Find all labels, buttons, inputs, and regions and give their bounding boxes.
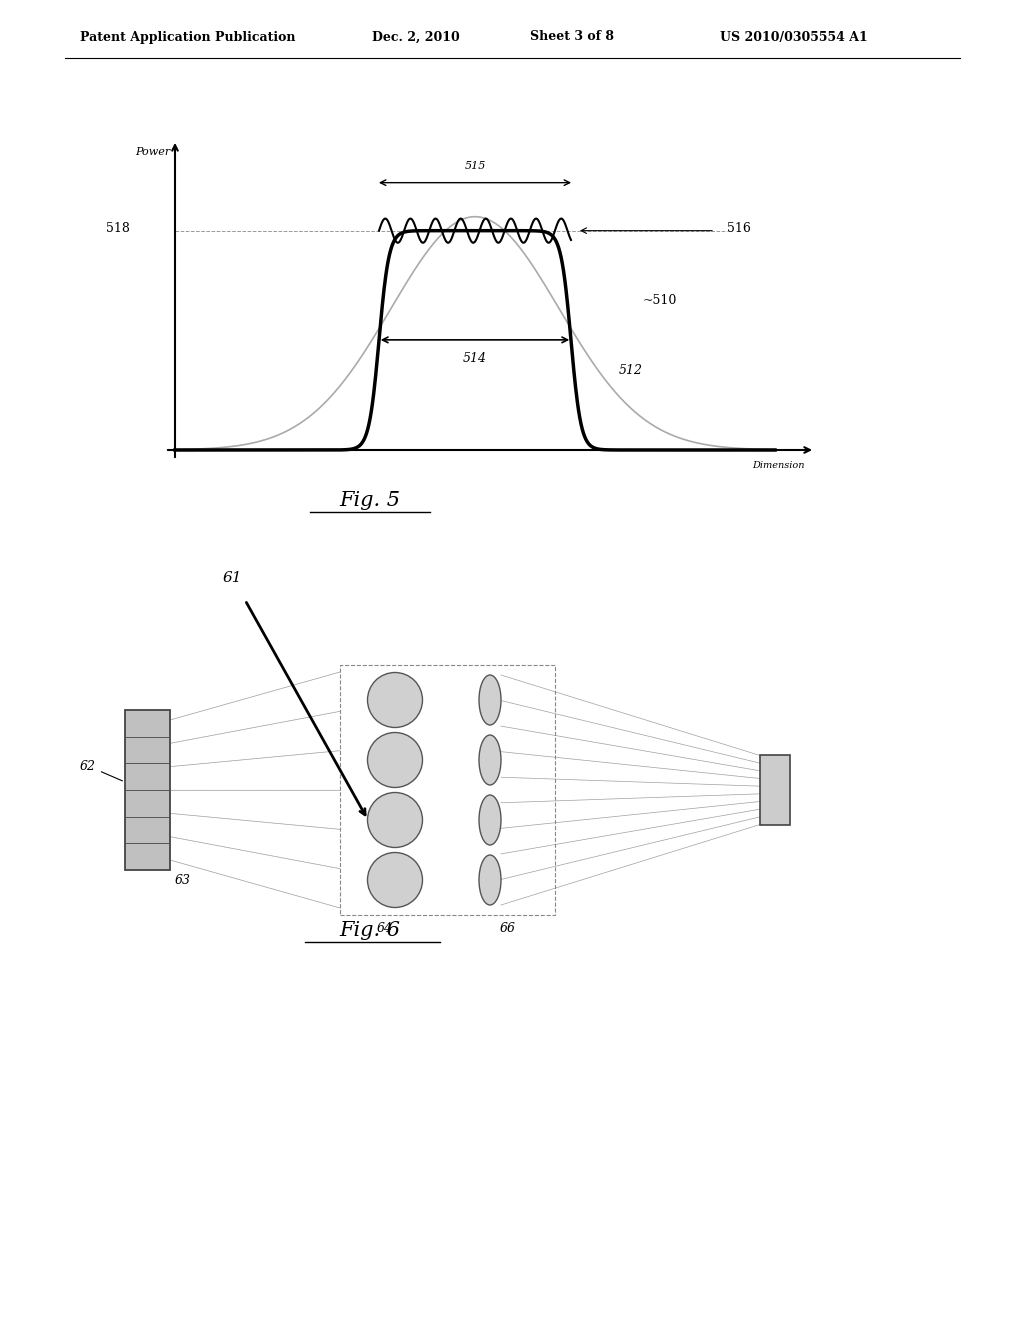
Ellipse shape [368, 672, 423, 727]
Text: Power: Power [135, 147, 170, 157]
Text: 514: 514 [463, 352, 487, 364]
Text: US 2010/0305554 A1: US 2010/0305554 A1 [720, 30, 867, 44]
Bar [340, 665, 555, 915]
Text: 518: 518 [106, 222, 130, 235]
Ellipse shape [479, 675, 501, 725]
Text: 516: 516 [727, 222, 751, 235]
Ellipse shape [479, 735, 501, 785]
Text: 62: 62 [80, 759, 123, 781]
Text: Dimension: Dimension [753, 461, 805, 470]
Text: 64: 64 [377, 921, 393, 935]
Text: 63: 63 [175, 874, 191, 887]
Text: 512: 512 [618, 364, 643, 378]
Ellipse shape [368, 853, 423, 908]
Text: ~510: ~510 [643, 294, 677, 308]
Text: 61: 61 [222, 572, 242, 585]
Text: Sheet 3 of 8: Sheet 3 of 8 [530, 30, 614, 44]
Text: 515: 515 [464, 161, 485, 170]
Text: 66: 66 [500, 921, 516, 935]
Ellipse shape [479, 855, 501, 906]
Bar [125, 710, 170, 870]
Ellipse shape [368, 733, 423, 788]
Bar [760, 755, 790, 825]
Ellipse shape [479, 795, 501, 845]
Text: Fig. 6: Fig. 6 [340, 920, 400, 940]
Text: Dec. 2, 2010: Dec. 2, 2010 [372, 30, 460, 44]
Ellipse shape [368, 792, 423, 847]
Text: Patent Application Publication: Patent Application Publication [80, 30, 296, 44]
Text: Fig. 5: Fig. 5 [340, 491, 400, 510]
